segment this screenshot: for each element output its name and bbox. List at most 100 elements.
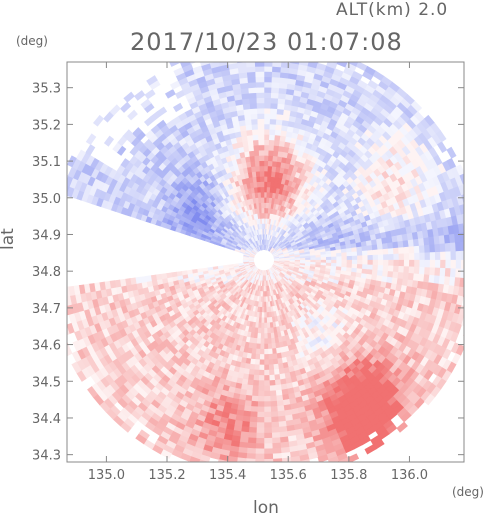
radar-cell — [212, 266, 219, 270]
radar-cell — [367, 254, 374, 261]
radar-cell — [103, 135, 115, 147]
radar-cell — [372, 254, 379, 261]
radar-cell — [255, 464, 264, 470]
radar-cell — [439, 243, 446, 253]
radar-cell — [467, 192, 475, 203]
radar-cell — [58, 288, 65, 298]
radar-cell — [250, 406, 258, 413]
radar-cell — [444, 268, 452, 278]
radar-cell — [53, 288, 60, 298]
radar-cell — [255, 71, 265, 78]
radar-cell — [263, 327, 268, 334]
radar-cell — [262, 244, 265, 250]
radar-cell — [351, 259, 358, 265]
radar-cell — [382, 265, 389, 272]
x-axis-unit: (deg) — [452, 485, 484, 499]
radar-cell — [305, 257, 312, 261]
radar-cell — [263, 453, 274, 460]
radar-cell — [248, 86, 257, 94]
radar-cell — [450, 259, 457, 270]
radar-cell — [262, 228, 265, 235]
radar-cell — [246, 71, 257, 78]
radar-cell — [450, 251, 457, 261]
radar-cell — [336, 256, 343, 261]
radar-cell — [263, 354, 269, 361]
radar-cell — [259, 338, 265, 345]
radar-cell — [321, 48, 332, 56]
radar-cell — [387, 242, 394, 250]
radar-cell — [346, 259, 353, 265]
radar-cell — [403, 253, 410, 261]
radar-cell — [330, 51, 341, 59]
radar-cell — [263, 317, 268, 324]
radar-cell — [263, 401, 271, 408]
radar-cell — [273, 51, 283, 57]
radar-cell — [228, 62, 238, 65]
radar-cell — [392, 265, 400, 273]
radar-cell — [176, 271, 183, 277]
radar-cell — [262, 223, 265, 229]
radar-cell — [268, 364, 275, 371]
radar-cell — [263, 359, 269, 366]
radar-cell — [201, 267, 209, 272]
radar-cell — [372, 249, 379, 256]
radar-cell — [258, 364, 265, 371]
radar-cell — [273, 368, 280, 376]
radar-cell — [254, 470, 264, 475]
radar-cell — [247, 437, 257, 444]
radar-cell — [336, 252, 343, 258]
radar-cell — [250, 113, 259, 120]
radar-cell — [372, 259, 379, 266]
radar-cell — [261, 217, 265, 224]
radar-cell — [440, 259, 447, 269]
radar-cell — [257, 401, 265, 408]
radar-cell — [260, 186, 265, 193]
radar-cell — [263, 76, 273, 83]
radar-cell — [227, 52, 237, 59]
radar-cell — [217, 49, 227, 56]
radar-cell — [254, 359, 260, 366]
radar-cell — [263, 118, 271, 125]
radar-cell — [270, 406, 278, 413]
radar-cell — [459, 277, 464, 288]
radar-cell — [257, 113, 265, 120]
radar-cell — [269, 400, 278, 408]
radar-cell — [469, 202, 476, 213]
radar-cell — [248, 92, 258, 99]
radar-cell — [398, 265, 405, 274]
radar-cell — [345, 62, 349, 63]
radar-cell — [270, 416, 279, 423]
radar-cell — [253, 144, 260, 151]
radar-cell — [258, 139, 265, 146]
radar-cell — [269, 123, 277, 130]
radar-cell — [263, 427, 273, 434]
radar-cell — [418, 245, 426, 254]
radar-cell — [257, 118, 265, 125]
radar-cell — [251, 128, 259, 136]
radar-cell — [414, 252, 421, 261]
radar-cell — [250, 400, 259, 408]
radar-cell — [257, 395, 265, 403]
radar-cell — [361, 264, 369, 270]
radar-cell — [449, 242, 457, 253]
radar-cell — [127, 109, 138, 121]
radar-cell — [367, 259, 374, 266]
radar-cell — [249, 102, 258, 110]
radar-cell — [377, 259, 384, 266]
radar-cell — [383, 259, 390, 267]
radar-cell — [268, 359, 274, 366]
radar-cell — [263, 81, 273, 88]
radar-cell — [263, 448, 273, 455]
radar-cell — [261, 212, 265, 219]
radar-cell — [341, 259, 348, 265]
radar-cell — [474, 221, 481, 232]
radar-cell — [247, 139, 255, 147]
radar-cell — [398, 247, 405, 255]
radar-cell — [388, 253, 395, 261]
radar-cell — [255, 432, 265, 439]
radar-cell — [263, 385, 271, 392]
radar-cell — [263, 306, 267, 313]
radar-cell — [472, 211, 479, 222]
radar-cell — [264, 56, 273, 62]
radar-cell — [259, 170, 265, 177]
